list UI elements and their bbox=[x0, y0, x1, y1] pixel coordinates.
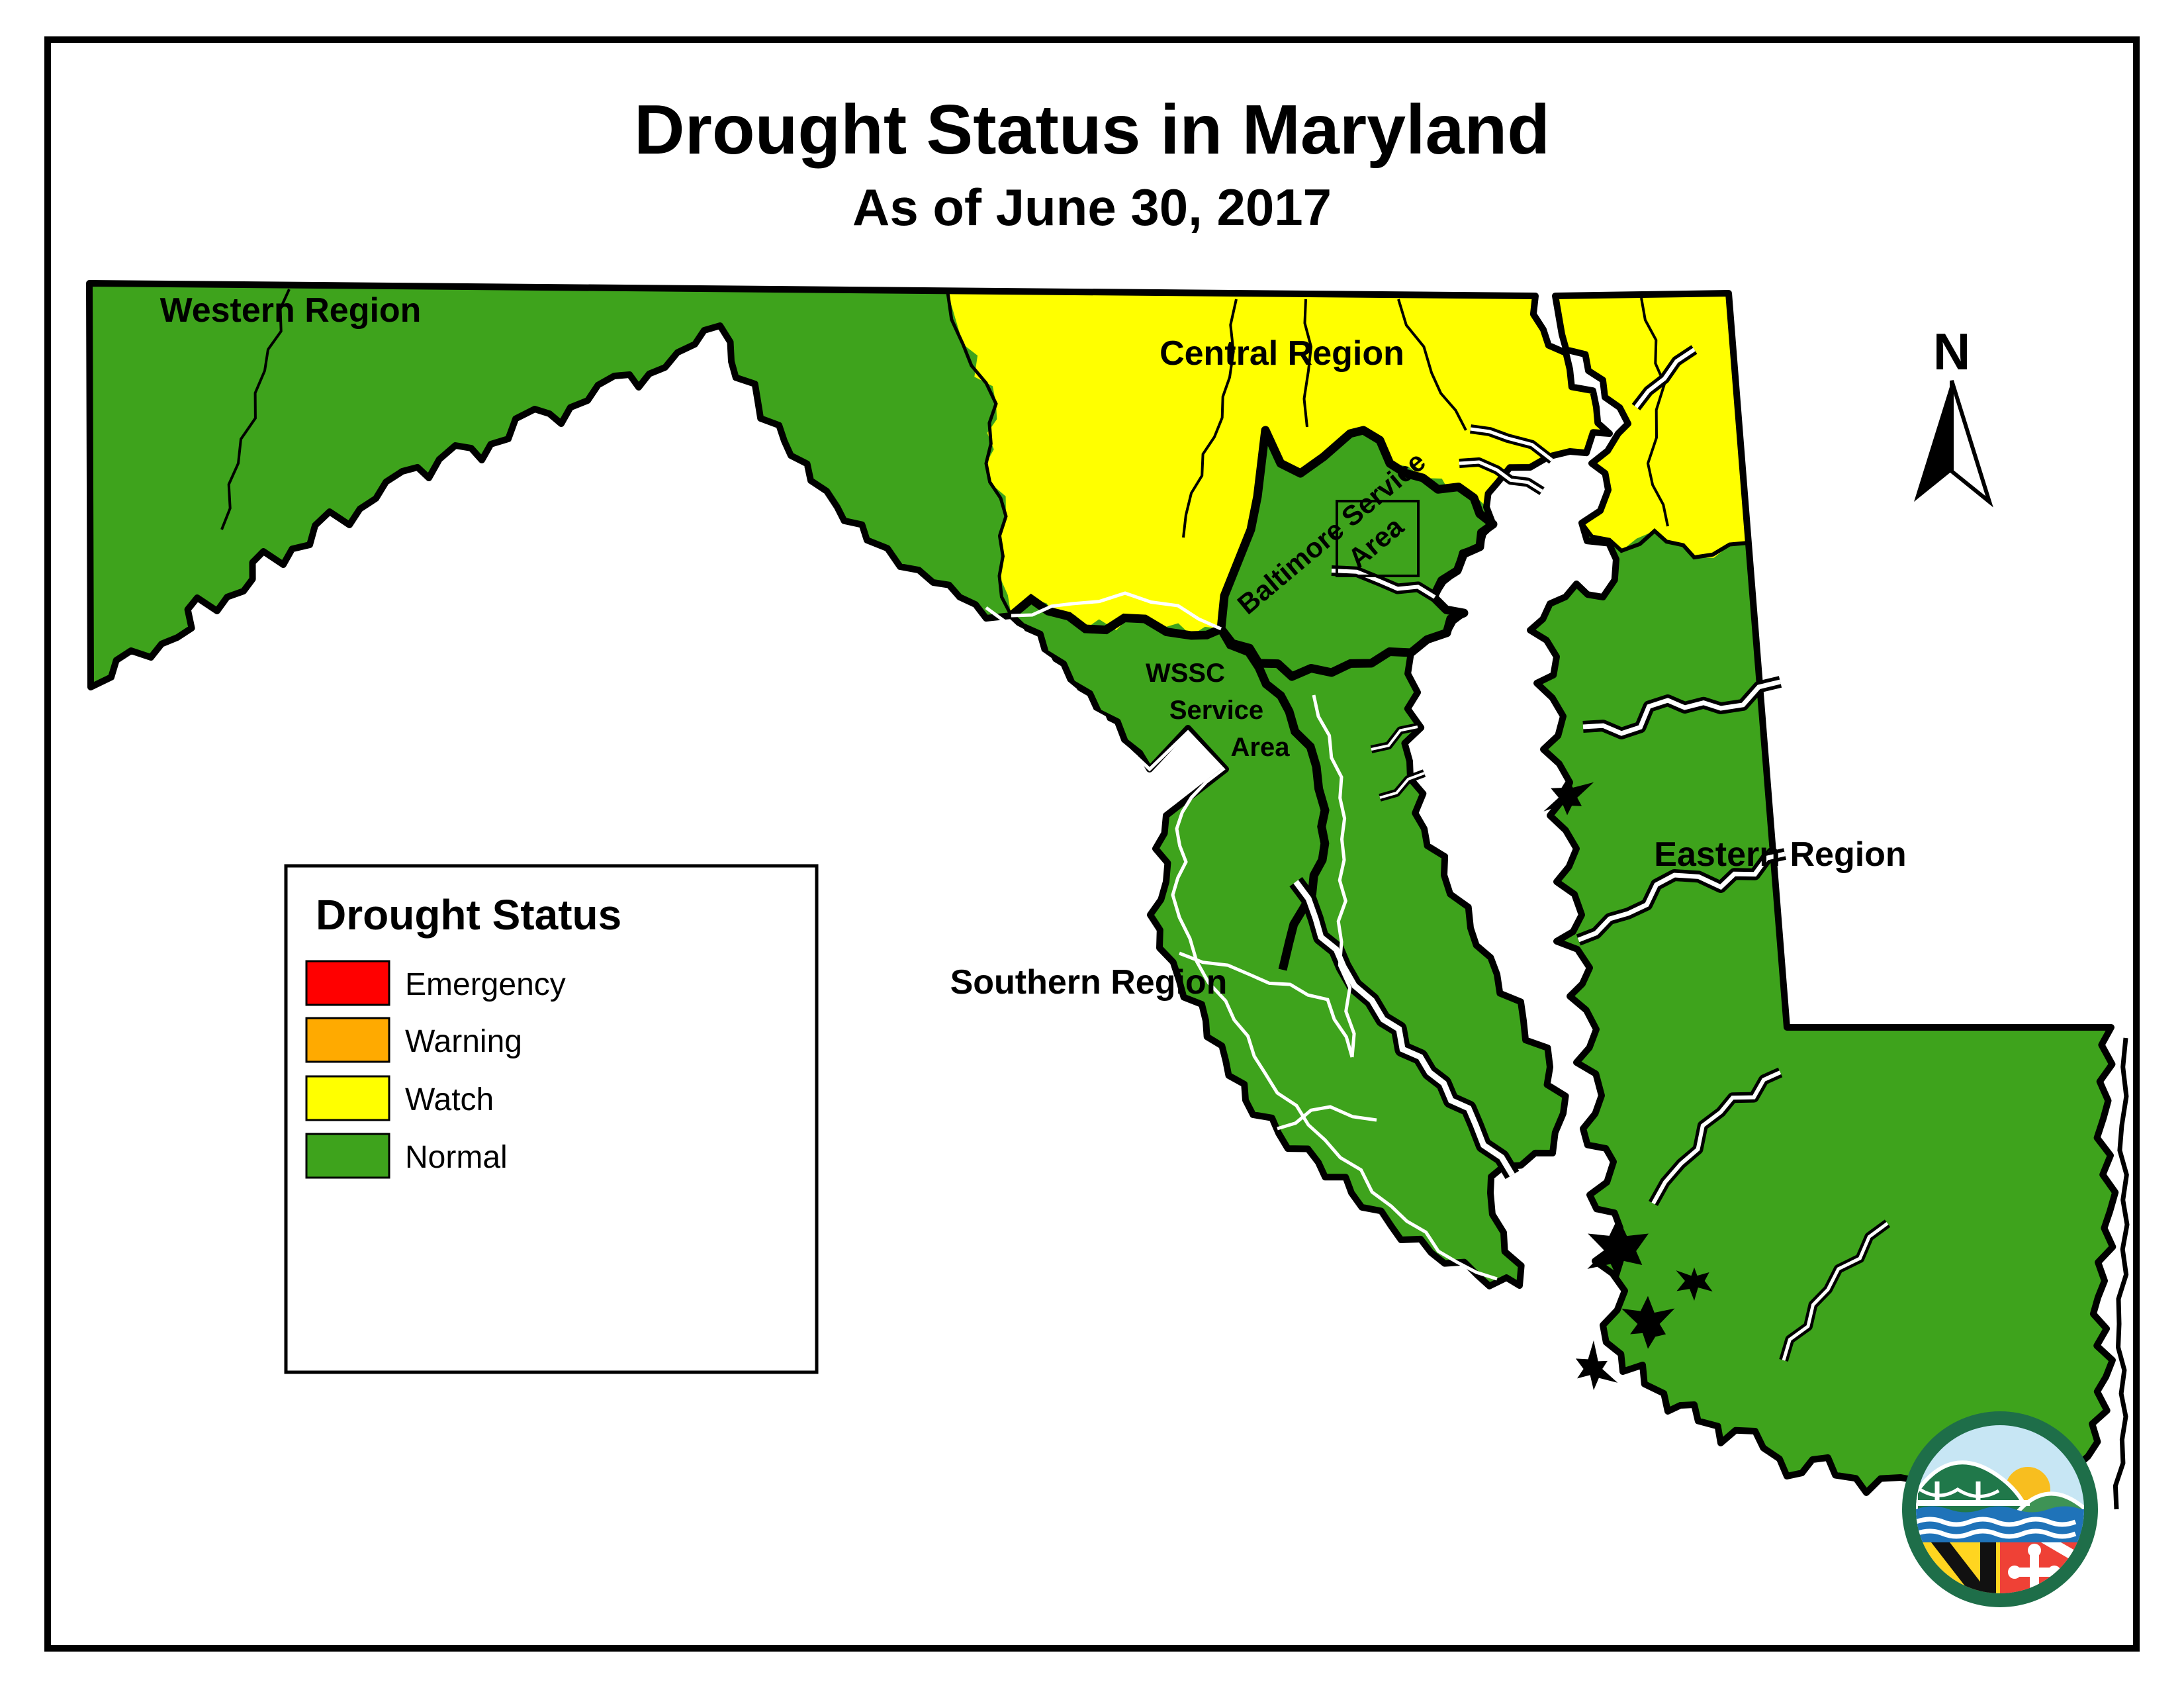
region-central-fill bbox=[948, 293, 1610, 635]
county-line-black-2 bbox=[1182, 299, 1238, 538]
baltimore-service-area-fill bbox=[1221, 430, 1493, 677]
legend-label-warning: Warning bbox=[405, 1024, 522, 1059]
marsh-island-1 bbox=[1587, 1217, 1649, 1280]
county-line-black-5 bbox=[1640, 297, 1669, 527]
legend-swatch-watch bbox=[305, 1075, 390, 1121]
south-river bbox=[1379, 772, 1425, 799]
county-line-black-1 bbox=[220, 289, 291, 530]
maryland-map bbox=[86, 280, 2130, 1521]
legend-label-watch: Watch bbox=[405, 1082, 494, 1117]
chester-river bbox=[1582, 679, 1781, 736]
gunpowder-river bbox=[1470, 427, 1553, 461]
north-arrow-label: N bbox=[1933, 322, 1970, 381]
elk-river bbox=[1634, 348, 1696, 408]
boundary-western-central bbox=[946, 292, 1013, 617]
state-outline-eastern-shore bbox=[1527, 290, 2119, 1521]
label-central-region: Central Region bbox=[1160, 334, 1404, 373]
barrier-island bbox=[2113, 1037, 2130, 1510]
county-line-white-1 bbox=[1312, 694, 1356, 1058]
pocomoke-river bbox=[1782, 1221, 1889, 1361]
marsh-island-4 bbox=[1543, 778, 1594, 816]
north-arrow-right-half bbox=[1950, 380, 1993, 508]
label-wssc-line3: Area bbox=[1231, 733, 1291, 762]
legend-label-normal: Normal bbox=[405, 1140, 508, 1175]
county-line-black-3 bbox=[1302, 299, 1313, 428]
marsh-island-3 bbox=[1575, 1340, 1618, 1391]
county-line-white-2 bbox=[1179, 951, 1354, 1058]
logo-wave-1 bbox=[1916, 1517, 2077, 1527]
legend-swatch-emergency bbox=[305, 960, 390, 1006]
marsh-island-5 bbox=[1676, 1267, 1713, 1301]
logo-wave-2 bbox=[1916, 1528, 2077, 1539]
label-eastern-region: Eastern Region bbox=[1654, 835, 1906, 874]
marsh-island-2 bbox=[1621, 1295, 1675, 1349]
page-title: Drought Status in Maryland bbox=[634, 91, 1550, 169]
label-wssc-line2: Service bbox=[1169, 696, 1263, 725]
legend-swatch-normal bbox=[305, 1133, 390, 1179]
nanticoke-river bbox=[1651, 1070, 1782, 1205]
boundary-central-eastern-delmarva bbox=[1580, 522, 1749, 560]
region-northeast-delmarva-fill bbox=[1555, 293, 1749, 558]
county-line-black-4 bbox=[1397, 299, 1467, 431]
north-arrow: N bbox=[1914, 322, 1993, 508]
patapsco-river bbox=[1331, 569, 1436, 599]
patuxent-river bbox=[1293, 880, 1515, 1177]
page-subtitle: As of June 30, 2017 bbox=[852, 178, 1332, 236]
label-western-region: Western Region bbox=[160, 291, 422, 330]
page-border bbox=[44, 36, 2140, 1652]
north-arrow-left-half bbox=[1914, 381, 1952, 502]
legend: Drought Status Emergency Warning Watch N… bbox=[284, 864, 819, 1374]
region-eastern-shore-fill bbox=[1530, 293, 2116, 1517]
state-outline-west bbox=[86, 280, 1613, 1289]
legend-label-emergency: Emergency bbox=[405, 967, 566, 1002]
legend-swatch-warning bbox=[305, 1017, 390, 1063]
choptank-river bbox=[1577, 851, 1786, 943]
bush-river bbox=[1459, 460, 1543, 493]
county-line-white-3 bbox=[1277, 1105, 1377, 1131]
label-wssc-line1: WSSC bbox=[1146, 659, 1225, 688]
reservoir-box bbox=[1336, 500, 1420, 577]
county-line-white-5 bbox=[985, 606, 1498, 1281]
logo-bay-bridge-icon bbox=[1916, 1481, 2030, 1506]
label-southern-region: Southern Region bbox=[950, 963, 1228, 1002]
maryland-environment-logo bbox=[1902, 1411, 2098, 1607]
severn-river bbox=[1371, 726, 1418, 751]
county-line-white-4 bbox=[1011, 591, 1222, 631]
legend-title: Drought Status bbox=[316, 891, 621, 939]
